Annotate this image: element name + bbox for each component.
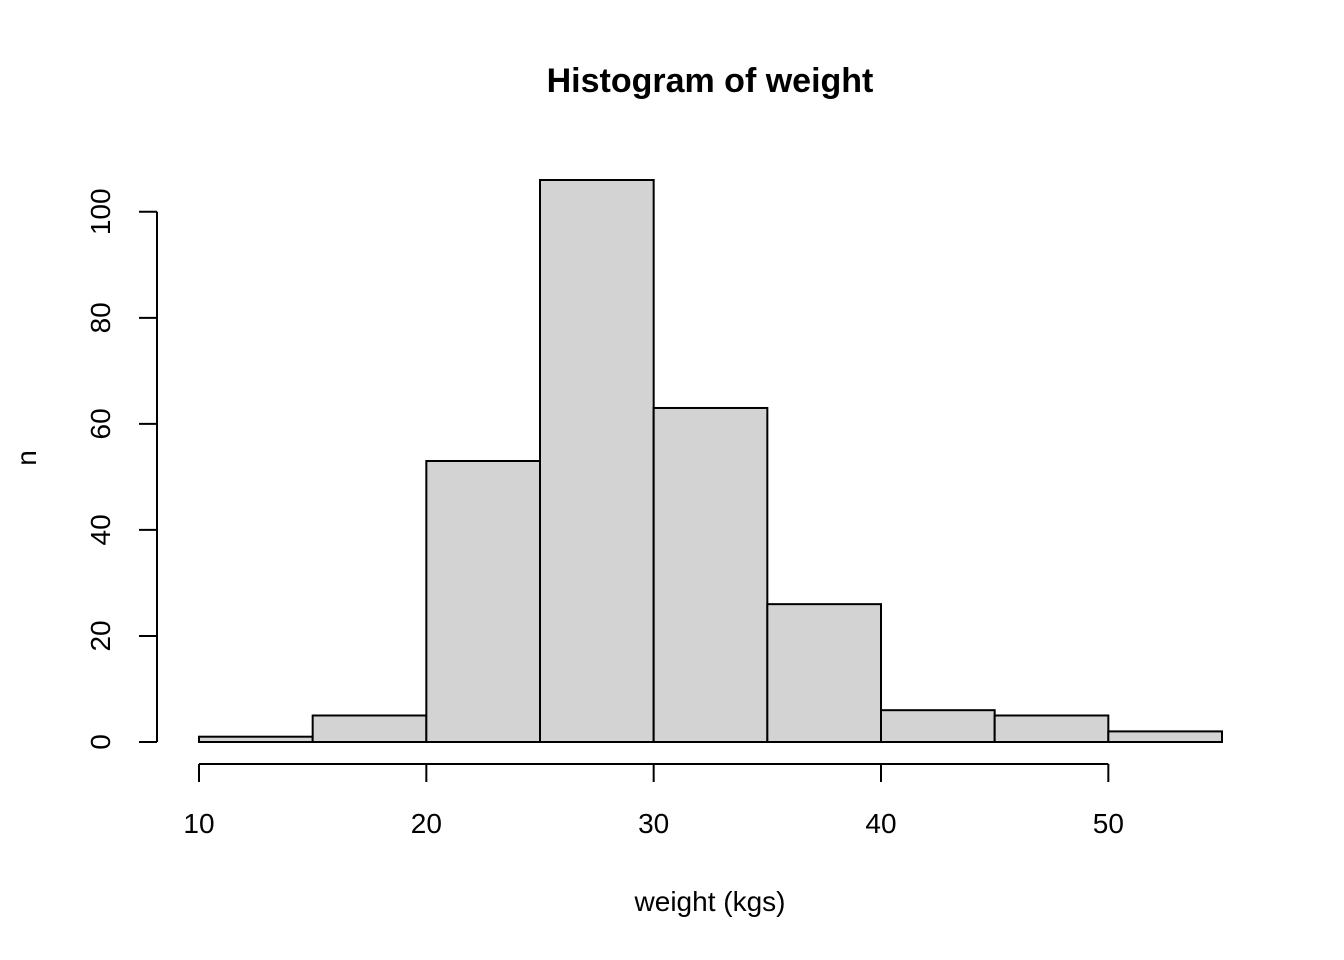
histogram-bar xyxy=(1107,730,1224,744)
y-tick-label: 100 xyxy=(85,188,116,235)
y-tick-label: 80 xyxy=(85,302,116,333)
y-axis-label: n xyxy=(11,450,42,466)
histogram-bar xyxy=(539,179,655,743)
histogram-bar xyxy=(425,460,542,743)
y-tick-label: 60 xyxy=(85,408,116,439)
y-tick-label: 40 xyxy=(85,514,116,545)
x-tick-label: 40 xyxy=(865,808,896,839)
bars-group xyxy=(198,179,1224,744)
histogram-bar xyxy=(880,709,996,743)
x-axis-label: weight (kgs) xyxy=(634,886,786,917)
x-tick-label: 50 xyxy=(1093,808,1124,839)
x-tick-label: 20 xyxy=(411,808,442,839)
histogram-bar xyxy=(311,714,428,743)
histogram-bar xyxy=(993,714,1110,743)
y-tick-label: 0 xyxy=(85,734,116,750)
chart-title: Histogram of weight xyxy=(547,62,874,100)
y-axis: 0 20 40 60 80 100 xyxy=(85,188,158,750)
histogram-bar xyxy=(766,603,882,743)
x-axis: 10 20 30 40 50 xyxy=(183,763,1124,839)
histogram-bar xyxy=(198,735,314,744)
histogram-bar xyxy=(652,406,769,743)
x-tick-label: 30 xyxy=(638,808,669,839)
y-tick-label: 20 xyxy=(85,620,116,651)
x-tick-label: 10 xyxy=(183,808,214,839)
